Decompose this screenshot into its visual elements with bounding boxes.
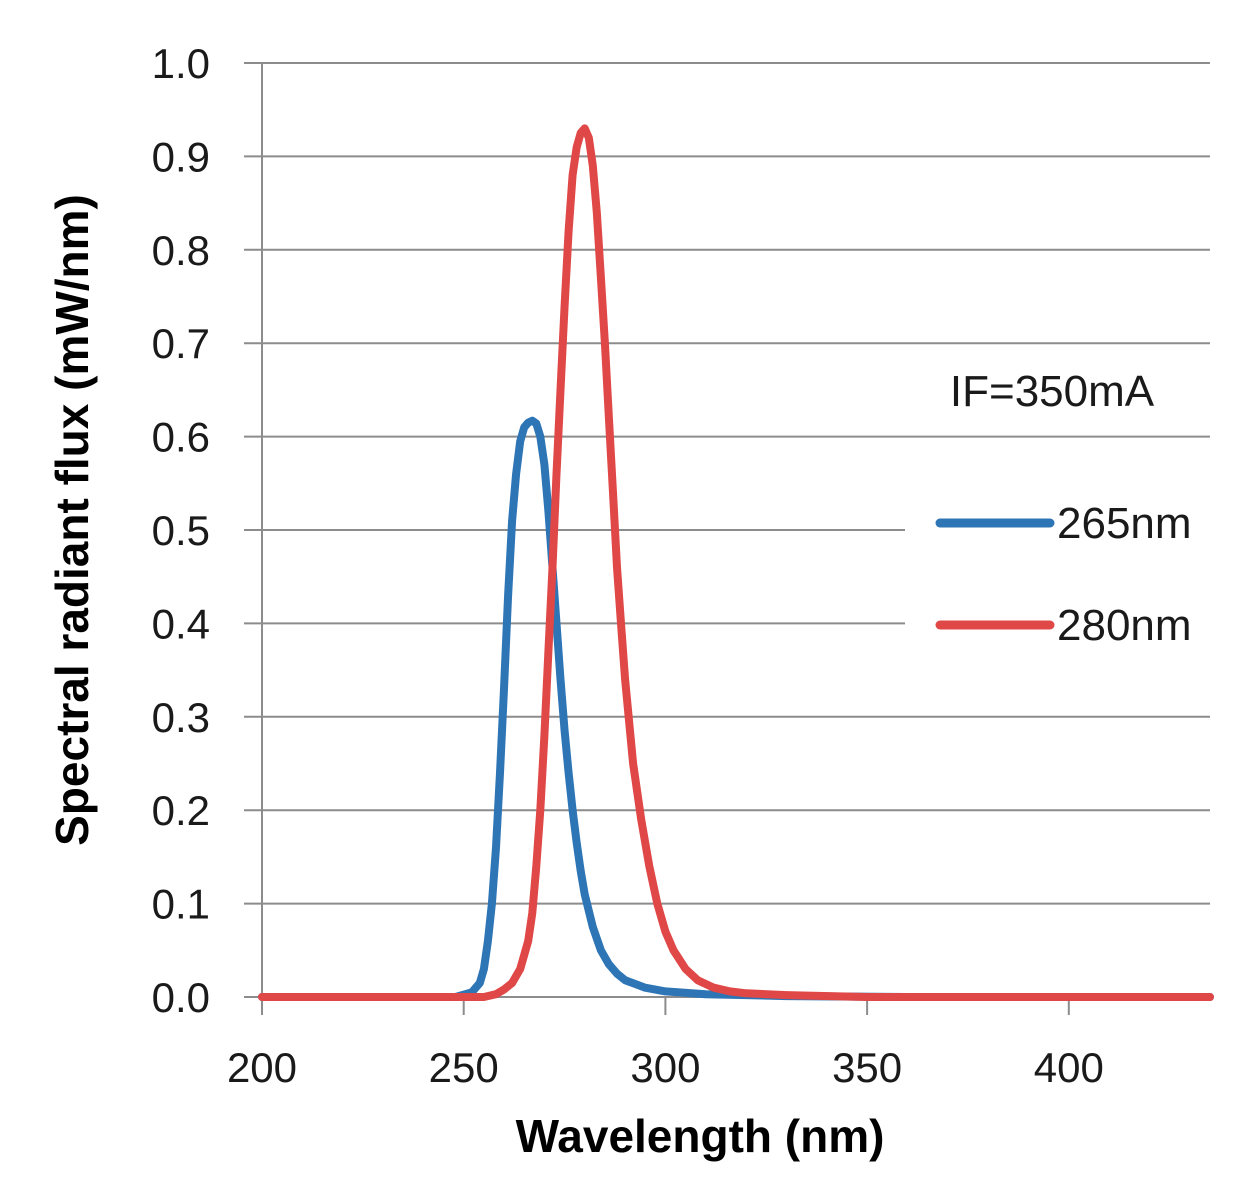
legend: 265nm 280nm [905, 495, 1215, 660]
y-tick-label: 0.8 [152, 227, 210, 274]
x-axis-title: Wavelength (nm) [516, 1110, 885, 1162]
y-tick-label: 0.9 [152, 133, 210, 180]
y-tick-label: 0.1 [152, 881, 210, 928]
x-tick-label: 250 [429, 1044, 499, 1091]
y-tick-label: 0.5 [152, 507, 210, 554]
y-tick-label: 0.6 [152, 414, 210, 461]
current-annotation: IF=350mA [950, 367, 1155, 416]
x-tick-label: 350 [832, 1044, 902, 1091]
series-layer [258, 124, 1214, 1001]
legend-label-280nm: 280nm [1057, 601, 1192, 650]
series-line-280nm [258, 124, 1214, 1001]
grid-layer [262, 62, 1210, 905]
y-tick-label: 0.2 [152, 787, 210, 834]
y-tick-label: 1.0 [152, 40, 210, 87]
y-tick-label: 0.0 [152, 974, 210, 1021]
y-tick-label: 0.4 [152, 600, 210, 647]
y-tick-label: 0.7 [152, 320, 210, 367]
y-tick-label: 0.3 [152, 694, 210, 741]
tick-label-layer: 0.0 0.1 0.2 0.3 0.4 0.5 0.6 0.7 0.8 0.9 1.0 200 250 3… [152, 40, 1104, 1091]
x-tick-label: 300 [630, 1044, 700, 1091]
legend-label-265nm: 265nm [1057, 499, 1192, 548]
y-axis-title: Spectral radiant flux (mW/nm) [46, 194, 98, 846]
x-tick-label: 400 [1034, 1044, 1104, 1091]
x-tick-label: 200 [227, 1044, 297, 1091]
